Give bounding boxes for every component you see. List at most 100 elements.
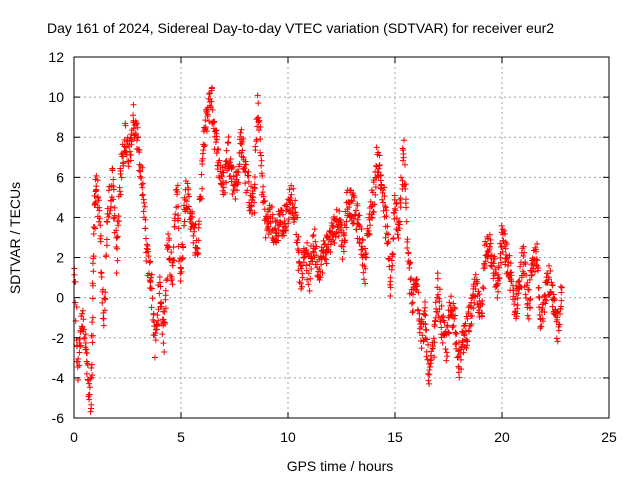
data-point xyxy=(448,293,455,300)
data-point xyxy=(491,255,498,262)
data-point xyxy=(536,304,543,311)
data-point xyxy=(166,256,173,263)
data-point xyxy=(156,290,163,297)
data-point xyxy=(372,183,379,190)
data-point xyxy=(383,207,390,214)
data-point xyxy=(221,189,228,196)
data-point xyxy=(294,214,301,221)
data-point xyxy=(161,348,168,355)
data-point xyxy=(76,343,83,350)
data-point xyxy=(232,196,239,203)
data-point xyxy=(358,243,365,250)
data-point xyxy=(204,111,211,118)
data-point xyxy=(426,371,433,378)
data-point xyxy=(524,279,531,286)
data-point xyxy=(534,257,541,264)
data-point xyxy=(265,223,272,230)
data-point xyxy=(117,167,124,174)
data-point xyxy=(558,289,565,296)
data-point xyxy=(535,284,542,291)
data-point xyxy=(94,177,101,184)
data-point xyxy=(134,134,141,141)
data-point xyxy=(452,341,459,348)
data-point xyxy=(142,235,149,242)
data-point xyxy=(198,171,205,178)
data-point xyxy=(113,270,120,277)
data-point xyxy=(532,268,539,275)
data-point xyxy=(399,177,406,184)
data-point xyxy=(382,204,389,211)
data-point xyxy=(533,256,540,263)
data-point xyxy=(242,158,249,165)
data-point xyxy=(80,326,87,333)
data-point xyxy=(486,243,493,250)
data-point xyxy=(455,369,462,376)
data-point xyxy=(356,240,363,247)
data-point xyxy=(277,219,284,226)
data-point xyxy=(423,336,430,343)
data-point xyxy=(139,192,146,199)
data-point xyxy=(255,119,262,126)
data-point xyxy=(474,280,481,287)
data-point xyxy=(161,308,168,315)
data-point xyxy=(96,207,103,214)
data-point xyxy=(234,168,241,175)
data-point xyxy=(499,248,506,255)
data-point xyxy=(149,295,156,302)
data-point xyxy=(503,255,510,262)
data-point xyxy=(276,211,283,218)
data-point xyxy=(520,243,527,250)
data-point xyxy=(254,92,261,99)
data-point xyxy=(160,316,167,323)
data-point xyxy=(220,184,227,191)
data-point xyxy=(146,259,153,266)
data-point xyxy=(95,194,102,201)
data-point xyxy=(260,183,267,190)
data-point xyxy=(123,144,130,151)
data-point xyxy=(157,283,164,290)
data-point xyxy=(343,224,350,231)
data-point xyxy=(81,334,88,341)
data-point xyxy=(526,297,533,304)
data-point xyxy=(451,315,458,322)
data-point xyxy=(84,350,91,357)
data-point xyxy=(323,232,330,239)
data-point xyxy=(404,238,411,245)
data-point xyxy=(275,232,282,239)
data-point xyxy=(141,199,148,206)
data-point xyxy=(95,197,102,204)
data-point xyxy=(380,187,387,194)
data-point xyxy=(549,303,556,310)
data-point xyxy=(508,272,515,279)
data-point xyxy=(144,248,151,255)
data-point xyxy=(122,122,129,129)
data-point xyxy=(116,188,123,195)
data-point xyxy=(219,180,226,187)
data-point xyxy=(239,147,246,154)
data-point xyxy=(369,215,376,222)
data-point xyxy=(145,253,152,260)
data-point xyxy=(237,129,244,136)
data-point xyxy=(391,215,398,222)
data-point xyxy=(457,356,464,363)
data-point xyxy=(136,167,143,174)
data-point xyxy=(194,245,201,252)
data-point xyxy=(479,284,486,291)
data-point xyxy=(128,131,135,138)
data-point xyxy=(79,323,86,330)
data-point xyxy=(516,277,523,284)
data-point xyxy=(402,181,409,188)
data-point xyxy=(409,299,416,306)
data-point xyxy=(100,309,107,316)
data-point xyxy=(366,230,373,237)
data-point xyxy=(526,276,533,283)
data-point xyxy=(255,127,262,134)
data-point xyxy=(453,330,460,337)
data-point xyxy=(208,98,215,105)
data-point xyxy=(88,401,95,408)
x-tick-label: 0 xyxy=(70,429,78,445)
data-point xyxy=(230,173,237,180)
data-point xyxy=(450,322,457,329)
data-point xyxy=(317,274,324,281)
